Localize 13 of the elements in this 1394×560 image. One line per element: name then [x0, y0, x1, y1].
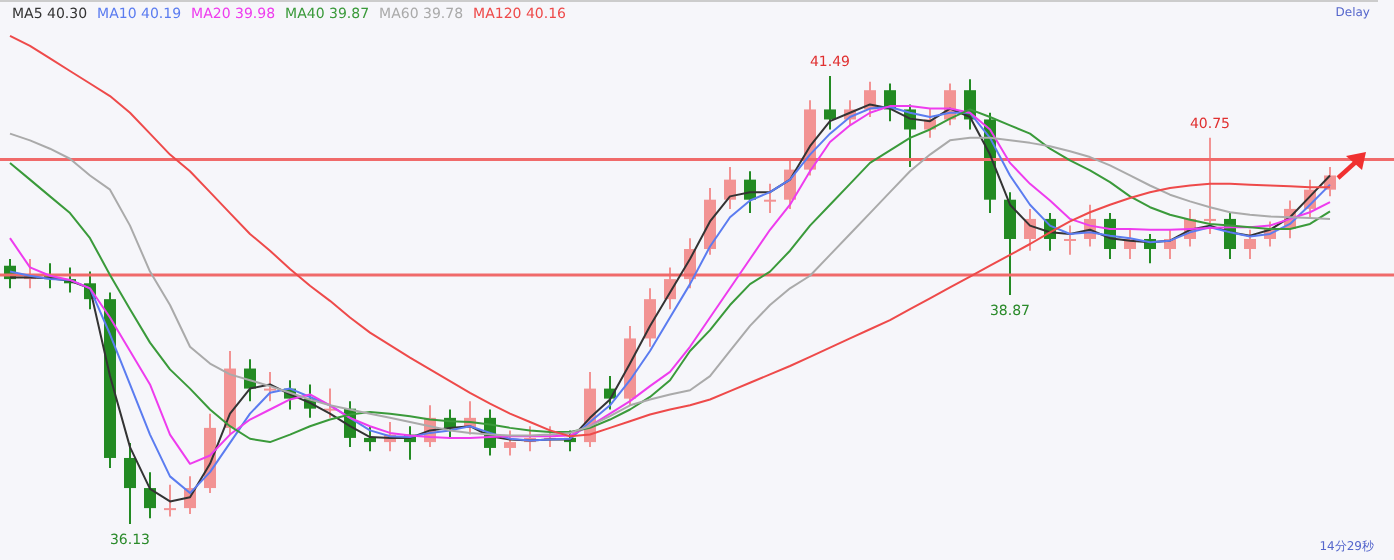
candlestick	[1204, 136, 1216, 235]
candlestick	[164, 483, 176, 518]
candlestick	[264, 370, 276, 403]
candlestick	[124, 441, 136, 525]
candlestick	[764, 182, 776, 215]
candlestick	[1004, 191, 1016, 296]
candlestick	[724, 166, 736, 210]
candlestick	[504, 429, 516, 457]
candlestick	[1244, 228, 1256, 261]
candlestick	[824, 75, 836, 131]
candlestick	[364, 425, 376, 453]
candlestick	[144, 471, 156, 520]
candlestick	[1064, 224, 1076, 256]
